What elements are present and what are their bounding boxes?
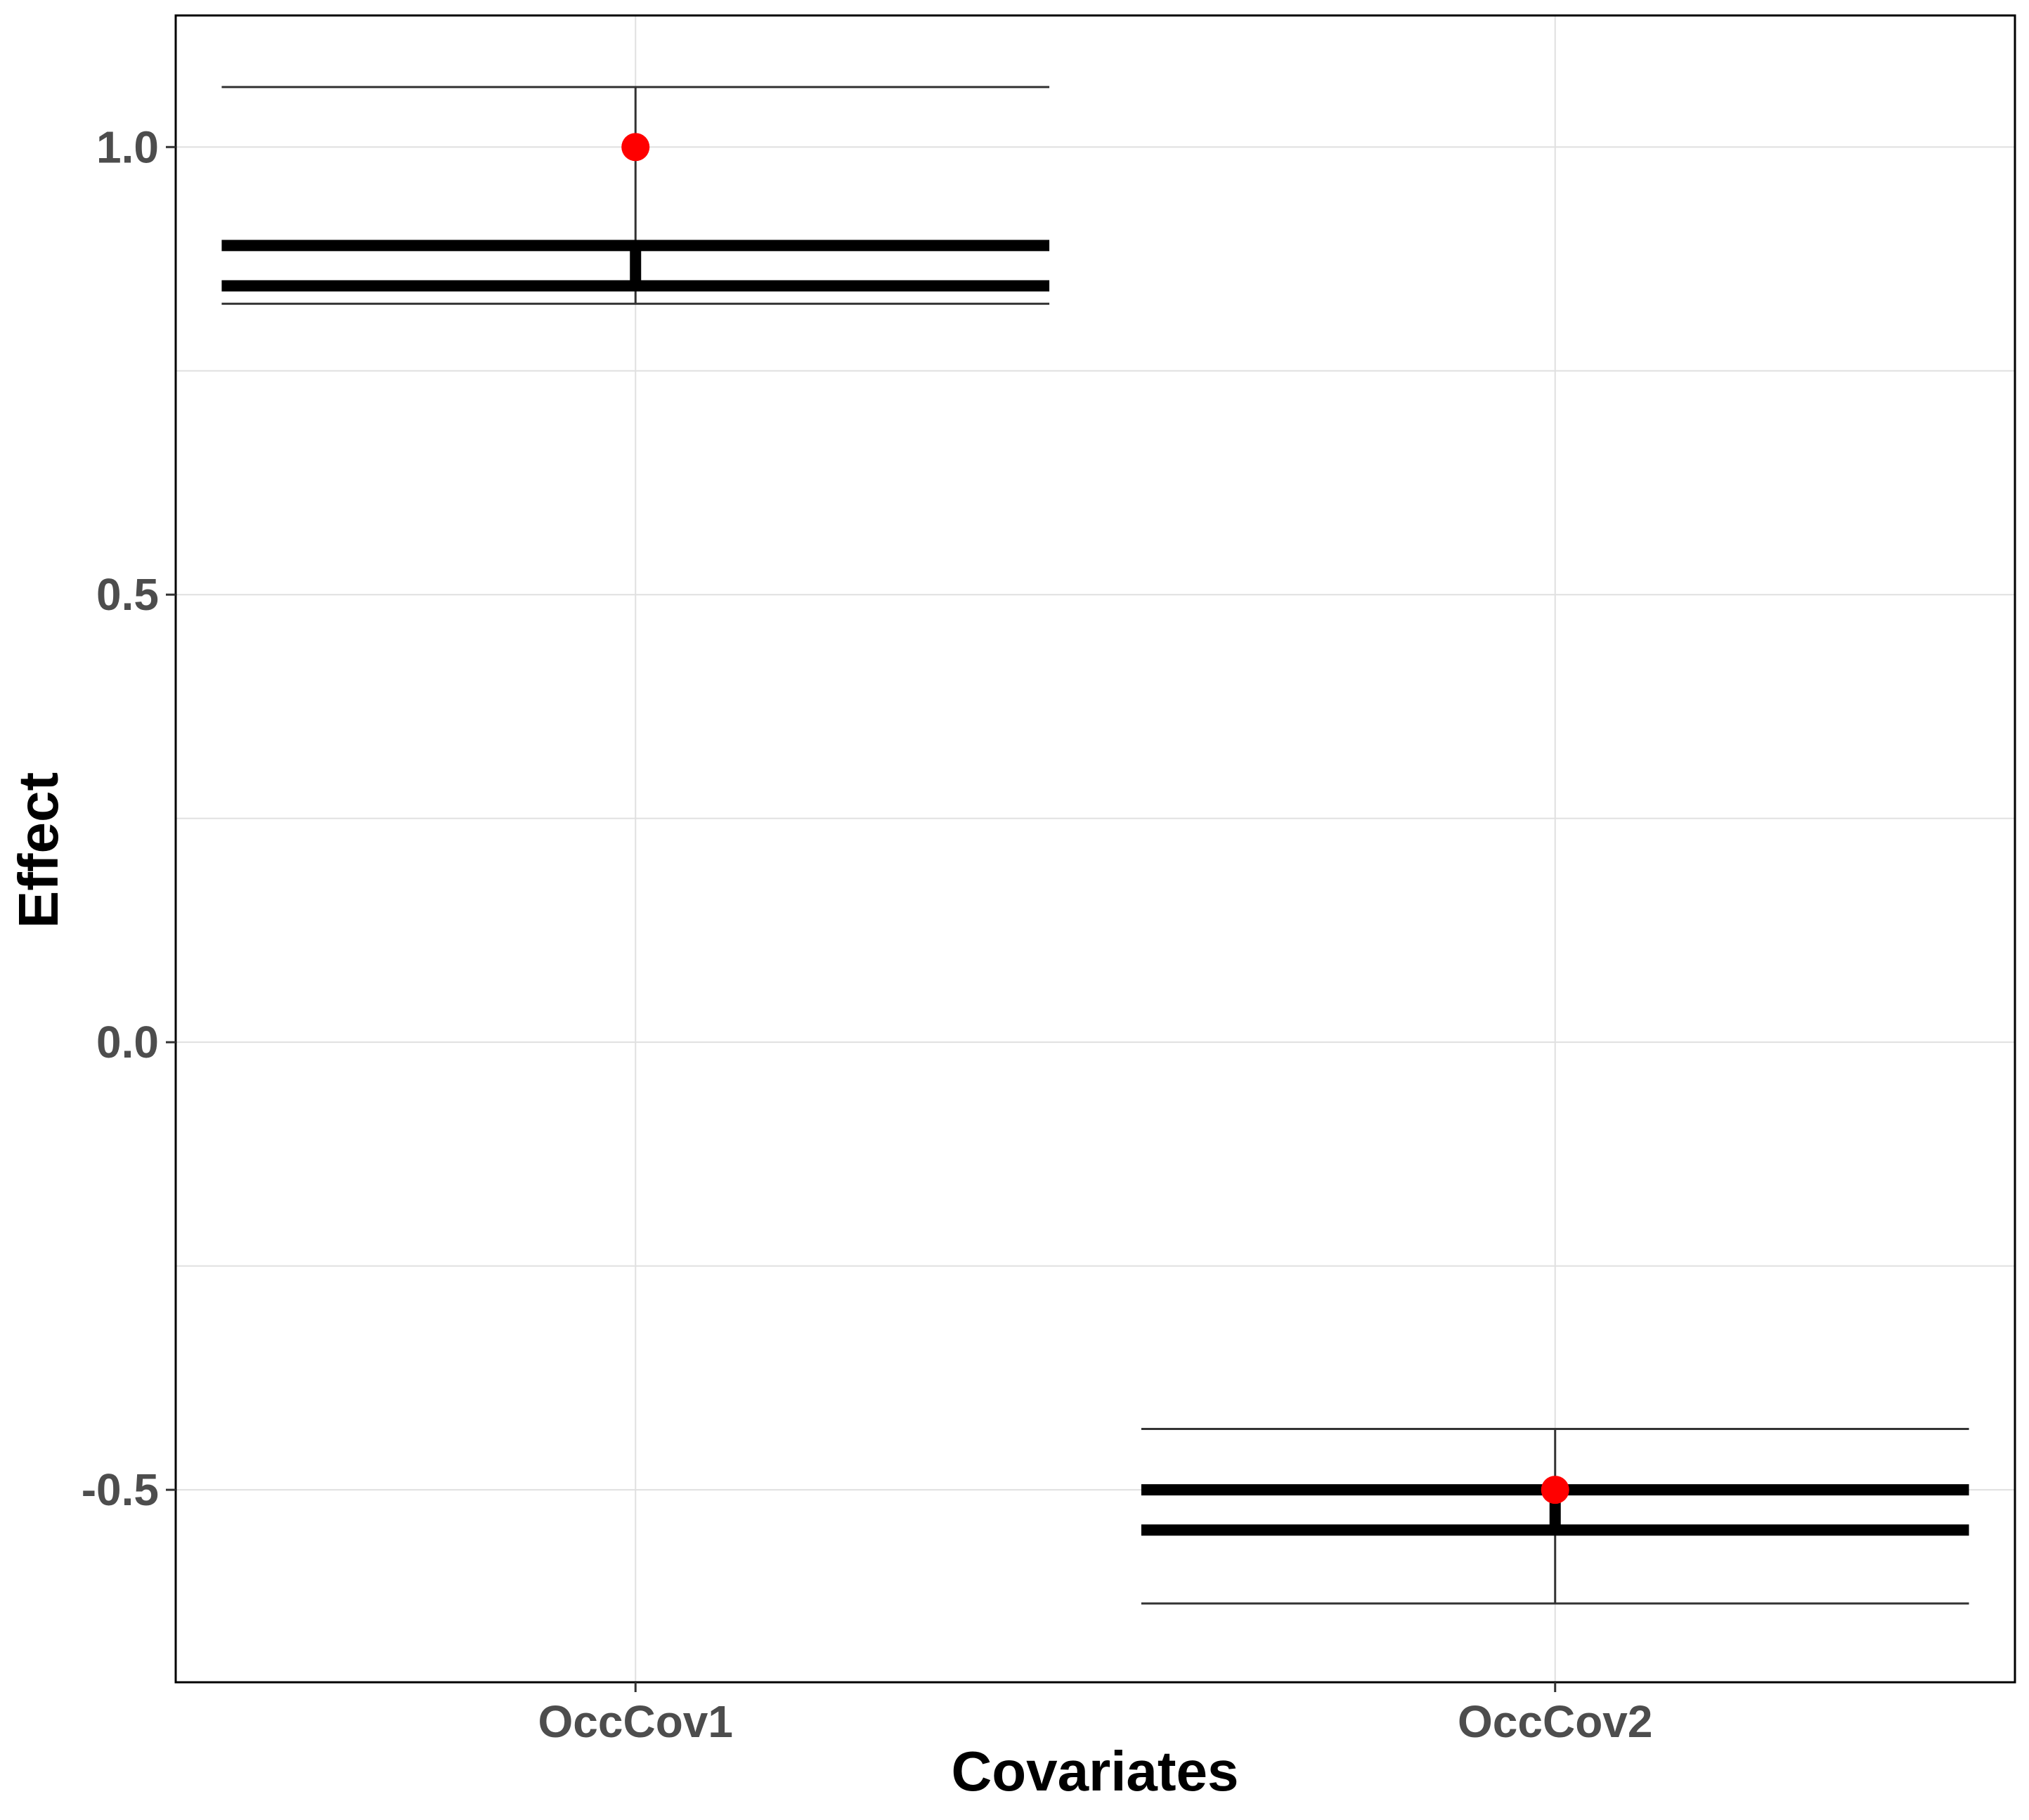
- grid-lines: [176, 15, 2015, 1682]
- y-tick-label: 0.0: [96, 1017, 159, 1067]
- y-axis-title: Effect: [7, 772, 70, 928]
- panel-border: [174, 14, 2016, 1684]
- x-axis: OccCov1 OccCov2: [538, 1682, 1652, 1747]
- y-tick-label: -0.5: [82, 1464, 159, 1515]
- x-axis-title: Covariates: [951, 1740, 1238, 1802]
- y-tick-label: 1.0: [96, 122, 159, 172]
- y-axis: -0.5 0.0 0.5 1.0: [82, 122, 176, 1515]
- x-tick-label: OccCov1: [538, 1696, 733, 1747]
- x-tick-label: OccCov2: [1458, 1696, 1652, 1747]
- true-value-point: [621, 133, 650, 162]
- chart-marks: [221, 86, 1969, 1605]
- true-value-point: [1541, 1476, 1569, 1504]
- y-tick-label: 0.5: [96, 569, 159, 620]
